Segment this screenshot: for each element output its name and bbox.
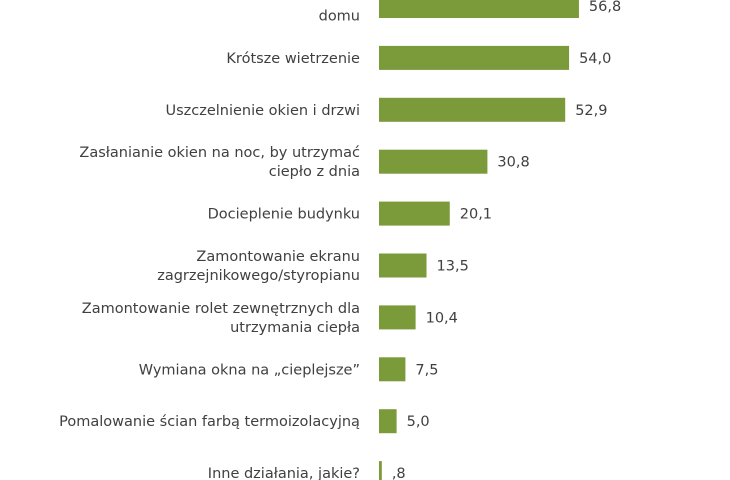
category-label: Uszczelnienie okien i drzwi	[165, 103, 360, 119]
category-label: utrzymania ciepła	[230, 320, 360, 336]
value-label: 10,4	[426, 310, 458, 326]
category-label: Krótsze wietrzenie	[226, 51, 360, 67]
category-label: domu	[319, 9, 360, 25]
bar	[379, 461, 382, 480]
value-label: 52,9	[575, 103, 607, 119]
value-label: 54,0	[579, 51, 611, 67]
bar	[379, 253, 427, 278]
value-label: ,8	[392, 466, 406, 480]
value-label: 20,1	[460, 207, 492, 223]
bar	[379, 97, 566, 122]
bar	[379, 45, 570, 70]
bar	[379, 201, 450, 226]
category-label: zagrzejnikowego/styropianu	[157, 268, 360, 284]
bar	[379, 357, 406, 382]
bar	[379, 0, 579, 18]
bar	[379, 149, 488, 174]
category-label: Zasłanianie okien na noc, by utrzymać	[79, 145, 360, 161]
category-label: Wymiana okna na „cieplejsze”	[139, 362, 360, 378]
bar	[379, 305, 416, 330]
category-label: Zamontowanie rolet zewnętrznych dla	[82, 301, 360, 317]
value-label: 56,8	[589, 0, 621, 15]
category-label: Pomalowanie ścian farbą termoizolacyjną	[59, 414, 360, 430]
category-label: Inne działania, jakie?	[208, 466, 360, 480]
category-label: ciepło z dnia	[269, 164, 360, 180]
value-label: 30,8	[497, 155, 529, 171]
bar	[379, 409, 397, 434]
value-label: 7,5	[415, 362, 438, 378]
category-label: Docieplenie budynku	[208, 207, 360, 223]
value-label: 5,0	[407, 414, 430, 430]
category-label: Zamontowanie ekranu	[196, 249, 360, 265]
value-label: 13,5	[437, 259, 469, 275]
